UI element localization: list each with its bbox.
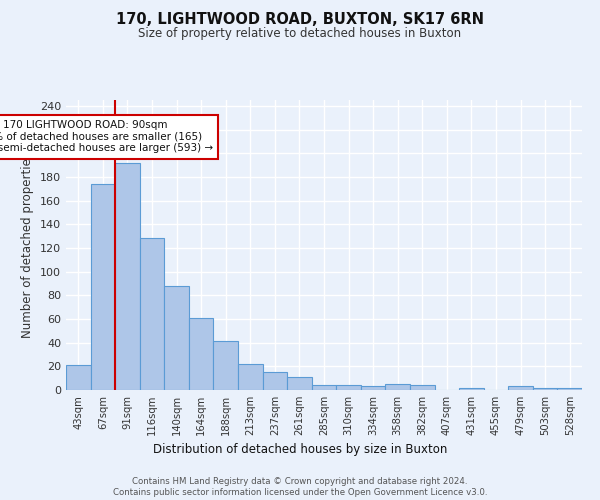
Bar xyxy=(66,365,91,390)
Bar xyxy=(385,384,410,390)
Text: 170, LIGHTWOOD ROAD, BUXTON, SK17 6RN: 170, LIGHTWOOD ROAD, BUXTON, SK17 6RN xyxy=(116,12,484,28)
Bar xyxy=(459,388,484,390)
Bar xyxy=(361,386,385,390)
Bar xyxy=(287,377,312,390)
Bar xyxy=(263,372,287,390)
Bar xyxy=(115,162,140,390)
Y-axis label: Number of detached properties: Number of detached properties xyxy=(22,152,34,338)
Bar xyxy=(557,388,582,390)
Bar xyxy=(508,386,533,390)
Bar xyxy=(164,286,189,390)
Bar xyxy=(533,388,557,390)
Bar xyxy=(312,386,336,390)
Text: Size of property relative to detached houses in Buxton: Size of property relative to detached ho… xyxy=(139,28,461,40)
Bar xyxy=(336,386,361,390)
Text: 170 LIGHTWOOD ROAD: 90sqm
← 22% of detached houses are smaller (165)
77% of semi: 170 LIGHTWOOD ROAD: 90sqm ← 22% of detac… xyxy=(0,120,213,154)
Bar xyxy=(214,342,238,390)
Bar xyxy=(238,364,263,390)
Bar xyxy=(140,238,164,390)
Bar xyxy=(410,386,434,390)
Text: Contains HM Land Registry data © Crown copyright and database right 2024.
Contai: Contains HM Land Registry data © Crown c… xyxy=(113,478,487,497)
Text: Distribution of detached houses by size in Buxton: Distribution of detached houses by size … xyxy=(153,442,447,456)
Bar xyxy=(91,184,115,390)
Bar xyxy=(189,318,214,390)
